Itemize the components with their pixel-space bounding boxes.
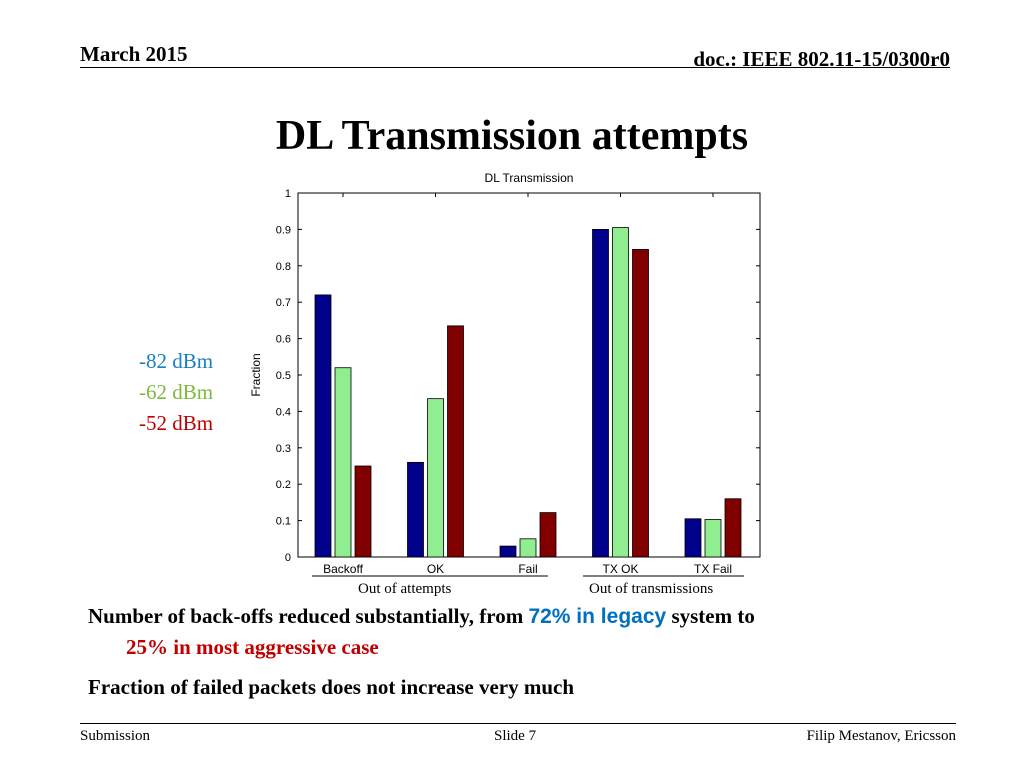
- bar: [354, 465, 372, 558]
- bar: [612, 227, 629, 558]
- header-date: March 2015: [80, 42, 188, 66]
- bullet-backoffs-end: system to: [666, 604, 755, 628]
- group-label-attempts: Out of attempts: [358, 581, 452, 597]
- footer-author: Filip Mestanov, Ericsson: [806, 728, 956, 744]
- y-tick-label: 0.6: [276, 334, 291, 346]
- x-tick-label: OK: [427, 562, 444, 576]
- chart-title: DL Transmission: [485, 171, 574, 185]
- slide-title: DL Transmission attempts: [275, 113, 749, 159]
- footer-slide-number: Slide 7: [494, 728, 537, 744]
- bar: [684, 518, 702, 558]
- bar: [632, 249, 649, 558]
- x-tick-label: Backoff: [323, 562, 363, 576]
- y-tick-label: 0.3: [276, 443, 291, 455]
- bullet-backoffs-highlight: 72% in legacy: [528, 605, 667, 628]
- x-tick-label: Fail: [518, 562, 537, 576]
- x-tick-label: TX OK: [602, 562, 638, 576]
- group-label-transmissions: Out of transmissions: [589, 581, 714, 597]
- y-tick-label: 0.9: [276, 224, 291, 236]
- bar: [592, 228, 609, 558]
- y-tick-label: 0.7: [276, 297, 291, 309]
- footer-divider: [80, 723, 956, 724]
- bar: [334, 367, 352, 558]
- y-tick-label: 0: [285, 552, 291, 564]
- y-axis-label: Fraction: [249, 353, 263, 396]
- legend-item-52dbm: -52 dBm: [139, 411, 214, 435]
- y-tick-label: 0.8: [276, 261, 291, 273]
- bar: [499, 545, 517, 558]
- bullet-backoffs-start: Number of back-offs reduced substantiall…: [88, 604, 529, 628]
- legend: -82 dBm -62 dBm -52 dBm: [139, 346, 213, 439]
- bar: [427, 398, 444, 558]
- bar: [724, 498, 742, 558]
- legend-item-62dbm: -62 dBm: [139, 380, 214, 404]
- footer-submission: Submission: [80, 728, 151, 744]
- bar: [539, 512, 557, 558]
- bar: [704, 519, 722, 558]
- y-tick-label: 0.1: [276, 516, 291, 528]
- bullet-failed-packets: Fraction of failed packets does not incr…: [88, 675, 575, 699]
- y-tick-label: 1: [285, 188, 291, 200]
- dl-transmission-chart: DL Transmission Fraction 0 0.1 0.2 0.3 0.4 0.5 0…: [249, 171, 761, 577]
- x-tick-label: TX Fail: [694, 562, 732, 576]
- header-divider: [80, 67, 950, 68]
- bar: [407, 461, 424, 558]
- legend-item-82dbm: -82 dBm: [139, 349, 214, 373]
- bullet-backoffs: Number of back-offs reduced substantiall…: [88, 604, 755, 629]
- bar: [519, 538, 537, 558]
- bar: [447, 325, 464, 558]
- y-tick-label: 0.4: [276, 406, 291, 418]
- bullet-backoffs-line2: 25% in most aggressive case: [126, 635, 379, 659]
- bar: [314, 294, 332, 558]
- y-tick-label: 0.2: [276, 479, 291, 491]
- y-tick-label: 0.5: [276, 370, 291, 382]
